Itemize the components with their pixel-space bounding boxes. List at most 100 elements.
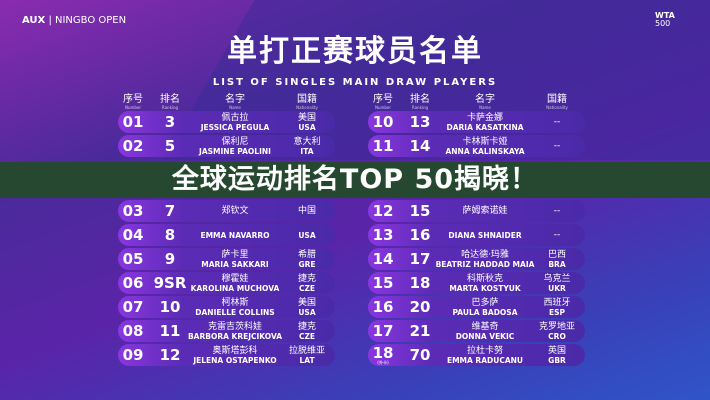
seq-number: 09 (123, 344, 144, 366)
nationality-cn: 美国 (297, 112, 316, 123)
player-name: 郑钦文 (183, 200, 287, 222)
nationality-code: USA (298, 307, 316, 317)
seq-number-value: 09 (122, 346, 144, 364)
nationality: -- (538, 224, 576, 246)
nationality-cn: 西班牙 (543, 297, 571, 308)
overlay-band (0, 162, 710, 198)
player-name-cn: 克雷吉茨科娃 (207, 321, 262, 332)
player-name-en: EMMA RADUCANU (446, 355, 524, 365)
player-name-en: KAROLINA MUCHOVA (190, 283, 280, 293)
player-name-cn: 巴多萨 (471, 297, 499, 308)
player-name: 穆霍娃 KAROLINA MUCHOVA (183, 272, 287, 294)
table-row: 02 5 保利尼 JASMINE PAOLINI 意大利 ITA (118, 135, 335, 157)
seq-number: 07 (123, 296, 144, 318)
ranking: 16 (409, 226, 431, 244)
nationality-code: GBR (548, 355, 566, 365)
seq-number-value: 07 (122, 298, 144, 316)
player-name: 佩古拉 JESSICA PEGULA (183, 111, 287, 133)
ranking: 11 (159, 322, 181, 340)
ranking: 13 (409, 113, 431, 131)
ranking: 17 (409, 250, 431, 268)
player-name-en: DONNA VEKIC (455, 331, 515, 341)
table-row: 11 14 卡林斯卡娅 ANNA KALINSKAYA -- (368, 135, 585, 157)
seq-number: 02 (123, 135, 144, 157)
nationality-code: UKR (548, 283, 566, 293)
seq-number: 12 (373, 200, 394, 222)
seq-number: 17 (373, 320, 394, 342)
player-name-en: MARTA KOSTYUK (449, 283, 521, 293)
seq-number-value: 04 (122, 226, 144, 244)
column-header-en: Nationality (546, 105, 568, 110)
table-row: 10 13 卡萨金娜 DARIA KASATKINA -- (368, 111, 585, 133)
table-row: 09 12 奥斯塔彭科 JELENA OSTAPENKO 拉脱维亚 LAT (118, 344, 335, 366)
seq-number: 04 (123, 224, 144, 246)
player-name: DIANA SHNAIDER (433, 224, 537, 246)
nationality: 克罗地亚 CRO (538, 320, 576, 342)
column-header-cn: 序号 (123, 94, 143, 105)
column-header: 排名 Ranking (390, 94, 450, 110)
player-name-cn: 萨姆索诺娃 (462, 206, 508, 216)
column-header-cn: 国籍 (297, 94, 317, 105)
nationality: 美国 USA (288, 111, 326, 133)
player-name-en: EMMA NAVARRO (200, 230, 270, 240)
player-name: 萨卡里 MARIA SAKKARI (183, 248, 287, 270)
player-name-cn: 郑钦文 (221, 206, 249, 216)
nationality-code: USA (298, 122, 316, 132)
player-name: 巴多萨 PAULA BADOSA (433, 296, 537, 318)
seq-number: 08 (123, 320, 144, 342)
page-subtitle: LIST OF SINGLES MAIN DRAW PLAYERS (212, 77, 498, 88)
player-name: EMMA NAVARRO (183, 224, 287, 246)
seq-number-value: 15 (372, 274, 394, 292)
player-name-cn: 穆霍娃 (221, 273, 249, 284)
nationality: 美国 USA (288, 296, 326, 318)
wta-logo-text: WTA (655, 11, 675, 20)
nationality-code: LAT (299, 355, 315, 365)
nationality-cn: 捷克 (297, 321, 316, 332)
player-name: 维基奇 DONNA VEKIC (433, 320, 537, 342)
ranking: 70 (409, 346, 431, 364)
player-name: 柯林斯 DANIELLE COLLINS (183, 296, 287, 318)
seq-number: 13 (373, 224, 394, 246)
player-name: 克雷吉茨科娃 BARBORA KREJCIKOVA (183, 320, 287, 342)
column-header-en: Nationality (296, 105, 318, 110)
player-name-en: BARBORA KREJCIKOVA (187, 331, 283, 341)
seq-number: 16 (373, 296, 394, 318)
player-name: 萨姆索诺娃 (433, 200, 537, 222)
player-name: 卡萨金娜 DARIA KASATKINA (433, 111, 537, 133)
player-name-en: JELENA OSTAPENKO (193, 355, 277, 365)
column-header: 国籍 Nationality (277, 94, 337, 110)
column-header-en: Name (229, 105, 241, 110)
seq-number: 10 (373, 111, 394, 133)
column-header: 排名 Ranking (140, 94, 200, 110)
nationality: 巴西 BRA (538, 248, 576, 270)
ranking: 21 (409, 322, 431, 340)
nationality-cn: 意大利 (293, 136, 321, 147)
seq-number: 05 (123, 248, 144, 270)
column-header-cn: 国籍 (547, 94, 567, 105)
column-header: 名字 Name (205, 94, 265, 110)
nationality: 英国 GBR (538, 344, 576, 366)
player-name-cn: 佩古拉 (221, 112, 249, 123)
player-name-en: ANNA KALINSKAYA (445, 146, 525, 156)
seq-number: 03 (123, 200, 144, 222)
player-name-en: JESSICA PEGULA (200, 122, 270, 132)
nationality: -- (538, 111, 576, 133)
seq-number: 14 (373, 248, 394, 270)
ranking: 9 (164, 250, 176, 268)
seq-number-value: 08 (122, 322, 144, 340)
nationality-code: GRE (298, 259, 316, 269)
ranking: 18 (409, 274, 431, 292)
overlay-headline: 全球运动排名TOP 50揭晓！ (171, 164, 539, 195)
wta-logo: WTA 500 (655, 12, 675, 28)
wta-level: 500 (655, 19, 671, 28)
player-name-cn: 维基奇 (471, 321, 499, 332)
nationality-cn: 美国 (297, 297, 316, 308)
nationality-code: CRO (548, 331, 566, 341)
event-name: NINGBO OPEN (55, 15, 127, 26)
seq-number-value: 18 (372, 344, 394, 362)
brand-logo: AUX | NINGBO OPEN (22, 15, 127, 26)
seq-number: 06 (123, 272, 144, 294)
player-name-en: BEATRIZ HADDAD MAIA (435, 259, 535, 269)
nationality-code: BRA (548, 259, 566, 269)
column-header-cn: 排名 (410, 94, 430, 105)
